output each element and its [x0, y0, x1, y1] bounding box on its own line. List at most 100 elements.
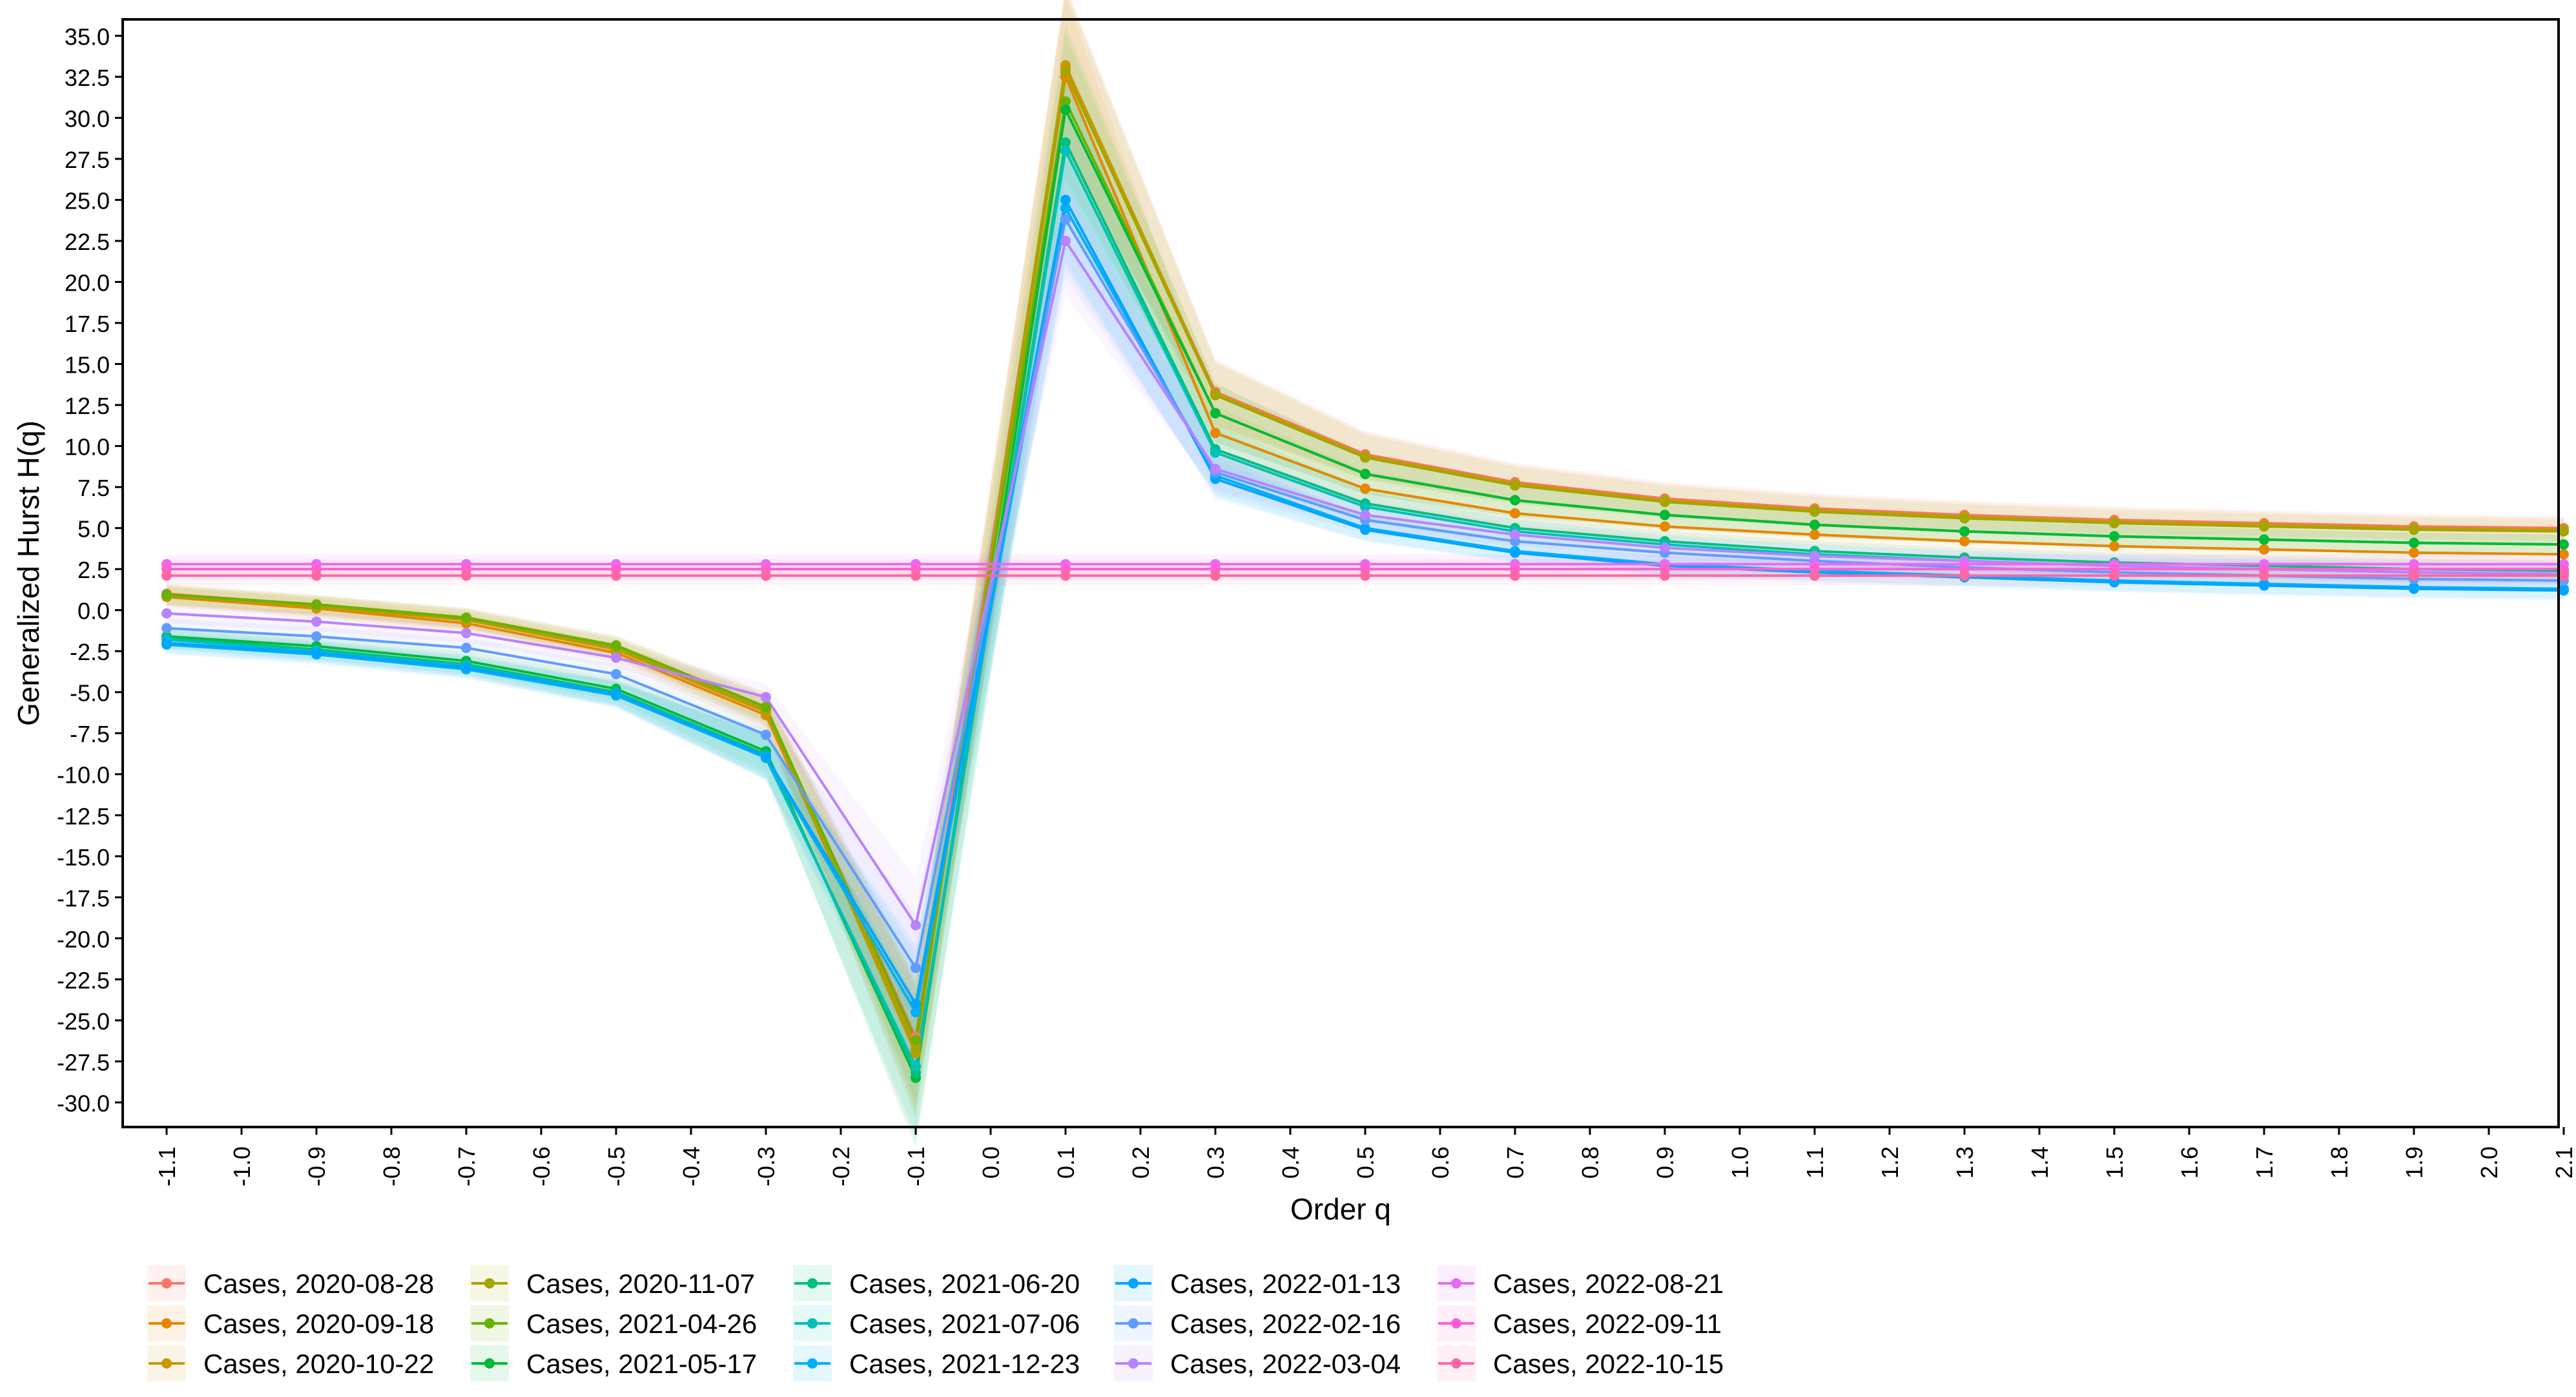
x-tick-label-11: 0.0 — [978, 1146, 1004, 1179]
data-point-11-4 — [761, 692, 771, 703]
x-tick-label-31: 2.0 — [2476, 1146, 2502, 1179]
data-point-10-5 — [911, 962, 921, 973]
y-tick-label-14: 5.0 — [77, 516, 110, 543]
legend-label-13: Cases, 2022-09-11 — [1493, 1309, 1722, 1339]
series-line-6 — [166, 138, 2564, 1077]
data-point-1-7 — [1210, 428, 1221, 439]
data-point-14-10 — [1660, 570, 1670, 581]
legend-label-2: Cases, 2020-10-22 — [203, 1349, 434, 1379]
data-point-4-2 — [461, 612, 471, 623]
data-point-1-14 — [2259, 544, 2269, 555]
y-tick-label-8: -10.0 — [57, 762, 110, 789]
data-point-1-8 — [1360, 483, 1370, 494]
data-point-14-8 — [1360, 570, 1370, 581]
x-tick-label-17: 0.6 — [1427, 1146, 1454, 1179]
y-tick-label-9: -7.5 — [70, 721, 110, 747]
legend-key-point-11 — [1128, 1358, 1139, 1369]
data-point-3-9 — [1510, 480, 1520, 491]
data-point-1-13 — [2109, 541, 2119, 552]
legend-key-point-7 — [807, 1318, 818, 1329]
data-point-14-3 — [611, 570, 621, 581]
x-tick-label-4: -0.7 — [453, 1146, 480, 1186]
data-point-14-11 — [1809, 570, 1820, 581]
y-tick-label-12: 0.0 — [77, 598, 110, 625]
data-point-5-12 — [1959, 526, 1970, 537]
data-point-14-0 — [161, 570, 172, 581]
x-tick-label-19: 0.8 — [1577, 1146, 1603, 1179]
data-point-3-14 — [2259, 521, 2269, 532]
legend-key-point-1 — [161, 1318, 172, 1329]
data-point-3-10 — [1660, 496, 1670, 507]
data-point-1-15 — [2409, 547, 2419, 558]
legend-label-9: Cases, 2022-01-13 — [1170, 1268, 1401, 1299]
legend-label-6: Cases, 2021-06-20 — [849, 1268, 1080, 1299]
data-point-4-6 — [1060, 96, 1071, 107]
y-tick-label-22: 25.0 — [65, 187, 110, 214]
y-tick-label-16: 10.0 — [65, 434, 110, 460]
y-tick-label-17: 12.5 — [65, 393, 110, 419]
data-point-10-0 — [161, 623, 172, 634]
data-point-9-1 — [311, 647, 322, 658]
y-tick-label-3: -22.5 — [57, 967, 110, 993]
data-point-11-2 — [461, 628, 471, 639]
data-point-5-8 — [1360, 468, 1370, 479]
data-point-7-5 — [911, 1061, 921, 1071]
legend-key-point-8 — [807, 1358, 818, 1369]
data-point-3-16 — [2559, 526, 2569, 537]
data-point-3-8 — [1360, 452, 1370, 463]
x-tick-label-22: 1.1 — [1802, 1146, 1828, 1179]
legend-label-11: Cases, 2022-03-04 — [1170, 1349, 1401, 1379]
x-tick-label-29: 1.8 — [2326, 1146, 2353, 1179]
y-tick-label-19: 17.5 — [65, 311, 110, 337]
legend-label-3: Cases, 2020-11-07 — [526, 1268, 755, 1299]
x-tick-label-32: 2.1 — [2551, 1146, 2576, 1179]
legend-label-1: Cases, 2020-09-18 — [203, 1309, 434, 1339]
series-line-8 — [166, 204, 2564, 1016]
data-point-5-16 — [2559, 539, 2569, 550]
x-tick-label-16: 0.5 — [1352, 1146, 1379, 1179]
x-tick-label-20: 0.9 — [1652, 1146, 1678, 1179]
legend-key-point-14 — [1451, 1358, 1461, 1369]
y-tick-label-21: 22.5 — [65, 229, 110, 255]
y-tick-label-7: -12.5 — [57, 803, 110, 829]
legend-key-point-2 — [161, 1358, 172, 1369]
data-point-9-6 — [1060, 194, 1071, 205]
data-point-14-7 — [1210, 570, 1221, 581]
data-point-5-9 — [1510, 495, 1520, 506]
x-axis: -1.1 -1.0 -0.9 -0.8 -0.7 -0.6 -0.5 -0.4 -0.3 -0.2… — [154, 1127, 2576, 1186]
y-tick-label-25: 32.5 — [65, 65, 110, 91]
data-point-5-13 — [2109, 531, 2119, 542]
data-point-14-13 — [2109, 570, 2119, 581]
data-point-11-5 — [911, 920, 921, 931]
data-point-14-6 — [1060, 570, 1071, 581]
data-point-14-9 — [1510, 570, 1520, 581]
x-tick-label-7: -0.4 — [678, 1146, 705, 1186]
data-point-9-16 — [2559, 585, 2569, 596]
series-line-7 — [166, 146, 2564, 1071]
data-point-3-11 — [1809, 506, 1820, 517]
data-point-4-3 — [611, 640, 621, 651]
data-point-3-5 — [911, 1044, 921, 1055]
data-point-14-14 — [2259, 570, 2269, 581]
y-tick-label-24: 30.0 — [65, 105, 110, 132]
data-point-8-5 — [911, 1007, 921, 1018]
data-point-3-15 — [2409, 524, 2419, 535]
data-point-9-4 — [761, 750, 771, 761]
data-point-3-12 — [1959, 513, 1970, 524]
data-point-8-6 — [1060, 203, 1071, 214]
legend-key-point-6 — [807, 1278, 818, 1288]
data-point-11-10 — [1660, 543, 1670, 554]
data-point-14-5 — [911, 570, 921, 581]
data-point-5-10 — [1660, 510, 1670, 521]
data-point-7-7 — [1210, 447, 1221, 458]
y-tick-label-10: -5.0 — [70, 680, 110, 707]
data-point-11-1 — [311, 616, 322, 627]
legend-key-point-3 — [484, 1278, 495, 1288]
legend-label-7: Cases, 2021-07-06 — [849, 1309, 1080, 1339]
legend-label-12: Cases, 2022-08-21 — [1493, 1268, 1724, 1299]
x-tick-label-12: 0.1 — [1053, 1146, 1079, 1179]
data-point-11-6 — [1060, 236, 1071, 246]
data-point-5-11 — [1809, 519, 1820, 530]
x-tick-label-15: 0.4 — [1277, 1146, 1304, 1179]
x-tick-label-6: -0.5 — [603, 1146, 630, 1186]
